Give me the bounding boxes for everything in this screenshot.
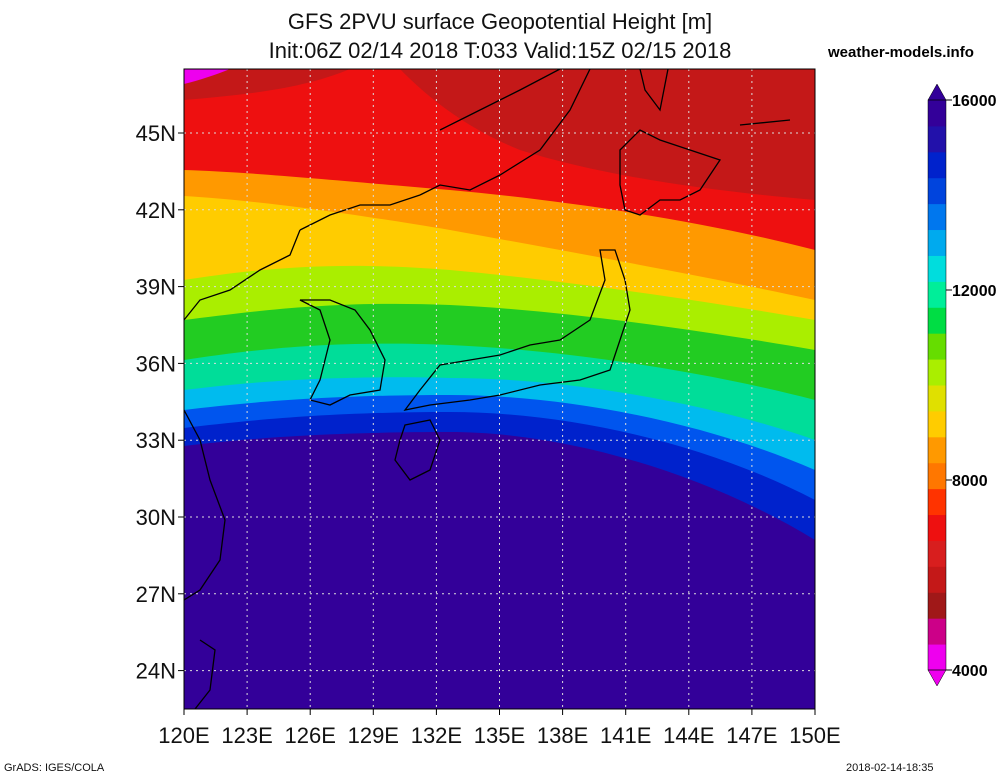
colorbar-swatch	[928, 514, 946, 541]
colorbar-label: 12000	[952, 283, 997, 300]
colorbar-swatch	[928, 333, 946, 360]
colorbar-frame	[927, 99, 947, 671]
colorbar-swatch	[928, 177, 946, 205]
lon-tick-label: 147E	[726, 723, 777, 748]
chart-subtitle: Init:06Z 02/14 2018 T:033 Valid:15Z 02/1…	[268, 38, 732, 63]
source-label: weather-models.info	[828, 44, 974, 61]
colorbar-swatch	[928, 229, 946, 256]
footer-credit: GrADS: IGES/COLA	[4, 762, 105, 774]
coastlines	[184, 69, 791, 709]
colorbar-swatch	[928, 385, 946, 412]
latitude-labels: 45N 42N 39N 36N 33N 30N 27N 24N	[136, 121, 184, 684]
colorbar: 16000 12000 8000 4000	[927, 83, 997, 687]
colorbar-swatch	[928, 566, 946, 593]
colorbar-min-arrow	[927, 669, 947, 687]
footer-timestamp: 2018-02-14-18:35	[846, 762, 934, 774]
colorbar-swatch	[928, 410, 946, 438]
lat-tick-label: 45N	[136, 121, 176, 146]
colorbar-swatch	[928, 462, 946, 490]
lon-tick-label: 150E	[789, 723, 840, 748]
lon-tick-label: 138E	[537, 723, 588, 748]
colorbar-swatch	[928, 125, 946, 153]
colorbar-swatch	[928, 255, 946, 282]
colorbar-swatch	[928, 307, 946, 334]
lon-tick-label: 144E	[663, 723, 714, 748]
colorbar-swatch	[928, 203, 946, 231]
colorbar-label: 16000	[952, 93, 997, 110]
lon-tick-label: 129E	[348, 723, 399, 748]
lon-tick-label: 141E	[600, 723, 651, 748]
longitude-labels: 120E 123E 126E 129E 132E 135E 138E 141E 144E 147E…	[158, 709, 841, 748]
colorbar-swatch	[928, 100, 946, 127]
lat-tick-label: 30N	[136, 505, 176, 530]
lat-tick-label: 33N	[136, 428, 176, 453]
colorbar-swatch	[928, 436, 946, 464]
chart-title: GFS 2PVU surface Geopotential Height [m]	[287, 9, 713, 34]
colorbar-swatch	[928, 592, 946, 619]
geopotential-field	[184, 69, 815, 709]
colorbar-label: 4000	[952, 663, 988, 680]
lat-tick-label: 39N	[136, 275, 176, 300]
colorbar-swatch	[928, 618, 946, 645]
colorbar-swatch	[928, 281, 946, 308]
lon-tick-label: 135E	[474, 723, 525, 748]
lon-tick-label: 120E	[158, 723, 209, 748]
lon-tick-label: 126E	[285, 723, 336, 748]
colorbar-swatch	[928, 540, 946, 567]
colorbar-swatch	[928, 488, 946, 516]
lon-tick-label: 123E	[221, 723, 272, 748]
lat-tick-label: 24N	[136, 659, 176, 684]
graticule	[184, 69, 815, 709]
colorbar-label: 8000	[952, 473, 988, 490]
colorbar-swatch	[928, 644, 946, 671]
lat-tick-label: 42N	[136, 198, 176, 223]
lat-tick-label: 27N	[136, 582, 176, 607]
colorbar-max-arrow	[927, 83, 947, 101]
lon-tick-label: 132E	[411, 723, 462, 748]
colorbar-swatch	[928, 151, 946, 179]
lat-tick-label: 36N	[136, 351, 176, 376]
colorbar-swatch	[928, 359, 946, 386]
